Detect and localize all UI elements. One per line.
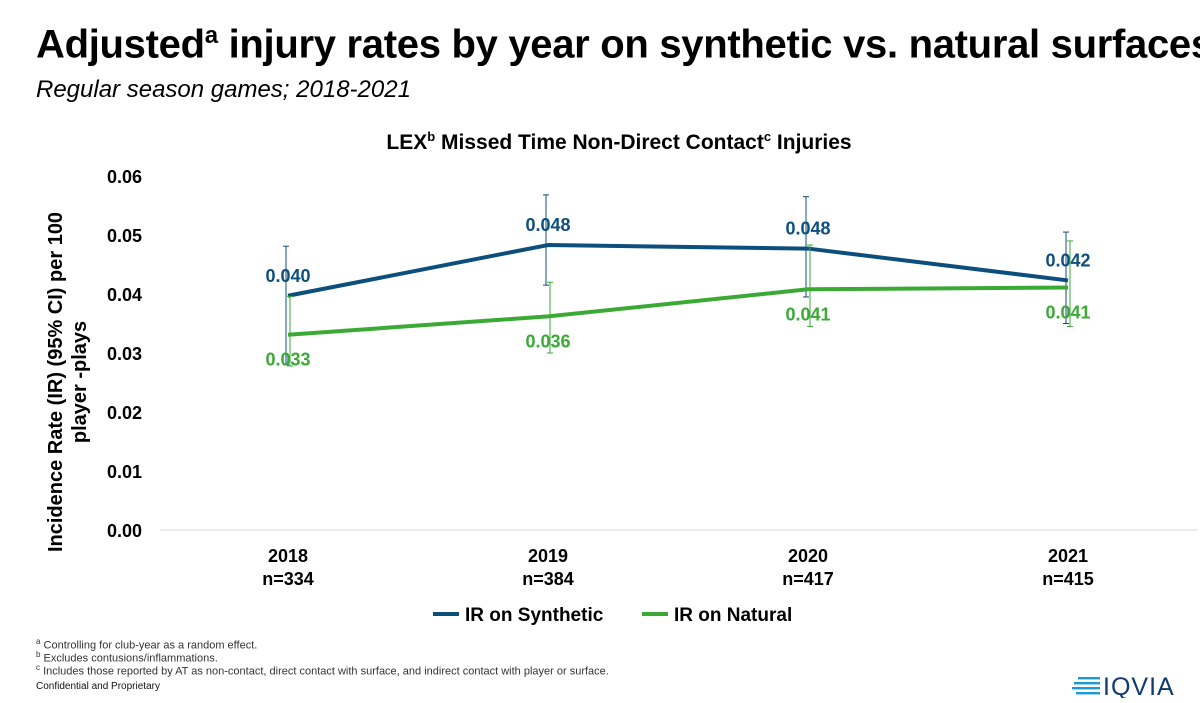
line-chart: LEXb Missed Time Non-Direct Contactc Inj… <box>45 129 1198 626</box>
y-tick-label: 0.04 <box>107 285 142 305</box>
y-tick-label: 0.03 <box>107 344 142 364</box>
x-tick-n-label: n=334 <box>262 569 314 589</box>
data-label: 0.042 <box>1045 250 1090 270</box>
data-label: 0.033 <box>265 350 310 370</box>
x-tick-label: 2018 <box>268 546 308 566</box>
data-label: 0.048 <box>785 219 830 239</box>
legend-label: IR on Synthetic <box>465 605 604 626</box>
x-tick-label: 2021 <box>1048 546 1088 566</box>
footnote-a: a Controlling for club-year as a random … <box>36 637 258 652</box>
x-tick-label: 2019 <box>528 546 568 566</box>
y-tick-label: 0.05 <box>107 226 142 246</box>
y-axis-label-line: player -plays <box>69 321 91 443</box>
series-line-synthetic <box>287 243 1069 298</box>
iqvia-logo-mark-icon <box>1072 677 1100 695</box>
page-title: Adjusteda injury rates by year on synthe… <box>36 22 1200 67</box>
confidential-notice: Confidential and Proprietary <box>36 681 160 692</box>
y-tick-label: 0.06 <box>107 167 142 187</box>
page-subtitle: Regular season games; 2018-2021 <box>36 76 411 103</box>
data-label: 0.040 <box>265 266 310 286</box>
y-tick-label: 0.02 <box>107 403 142 423</box>
y-tick-label: 0.00 <box>107 521 142 541</box>
x-tick-label: 2020 <box>788 546 828 566</box>
x-tick-n-label: n=415 <box>1042 569 1094 589</box>
data-label: 0.041 <box>1045 303 1090 323</box>
iqvia-logo: IQVIA <box>1072 673 1175 698</box>
data-label: 0.041 <box>785 304 830 324</box>
iqvia-logo-text: IQVIA <box>1103 673 1175 698</box>
footnote-c: c Includes those reported by AT as non-c… <box>36 663 609 678</box>
legend-label: IR on Natural <box>674 605 792 626</box>
x-tick-n-label: n=384 <box>522 569 574 589</box>
x-tick-n-label: n=417 <box>782 569 834 589</box>
y-tick-label: 0.01 <box>107 462 142 482</box>
series-line-natural <box>287 285 1069 337</box>
footnote-b: b Excludes contusions/inflammations. <box>36 650 218 665</box>
chart-legend: IR on Synthetic IR on Natural <box>433 605 792 626</box>
y-axis-label-line: Incidence Rate (IR) (95% CI) per 100 <box>45 212 67 552</box>
data-label: 0.036 <box>525 331 570 351</box>
chart-title: LEXb Missed Time Non-Direct Contactc Inj… <box>386 129 851 154</box>
y-axis-label: Incidence Rate (IR) (95% CI) per 100 play… <box>45 212 91 552</box>
data-label: 0.048 <box>525 215 570 235</box>
